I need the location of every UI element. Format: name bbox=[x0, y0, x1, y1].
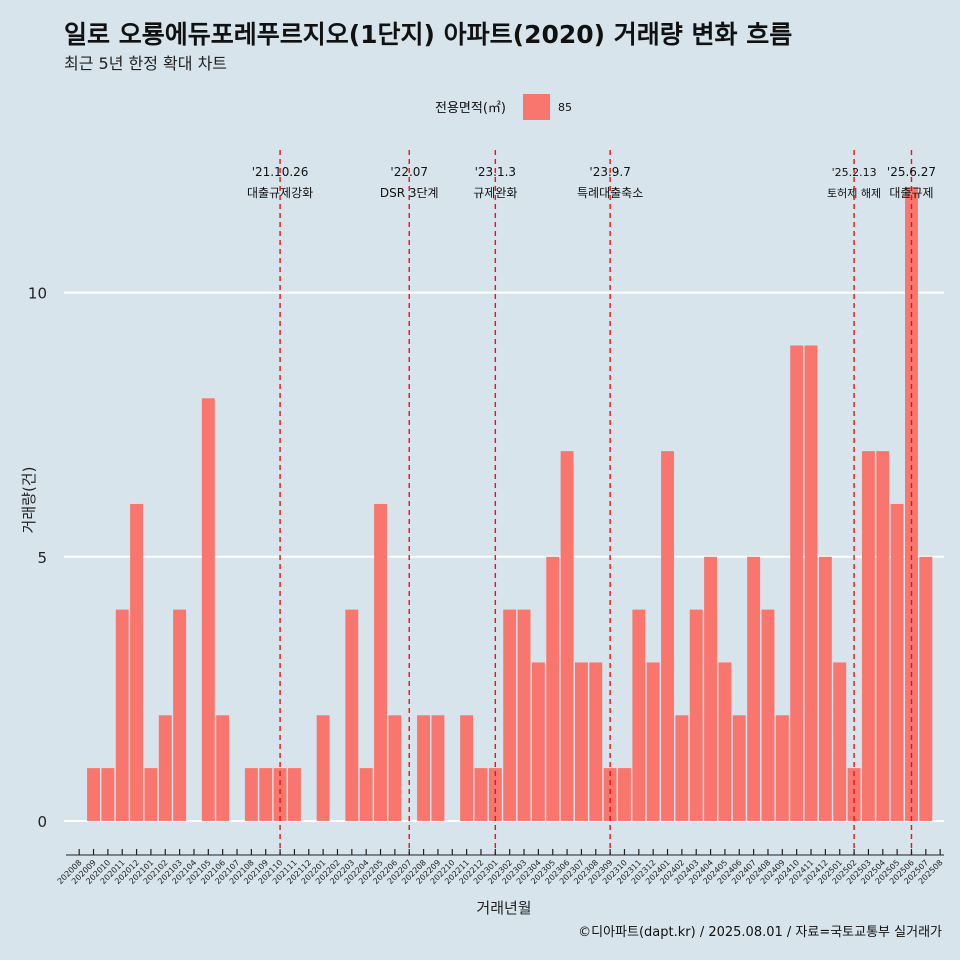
chart-subtitle: 최근 5년 한정 확대 차트 bbox=[64, 54, 227, 73]
bar-202105 bbox=[201, 398, 215, 821]
bar-202010 bbox=[101, 768, 115, 821]
bar-202206 bbox=[388, 715, 402, 821]
bar-202310 bbox=[618, 768, 631, 821]
bar-202201 bbox=[316, 715, 330, 821]
event-date-label: '23.1.3 bbox=[475, 165, 516, 179]
bar-202103 bbox=[173, 609, 187, 821]
bar-202205 bbox=[374, 503, 387, 821]
bar-202505 bbox=[890, 503, 904, 821]
bar-202102 bbox=[158, 715, 172, 821]
bar-202304 bbox=[531, 662, 545, 821]
event-desc-label: DSR 3단계 bbox=[380, 186, 439, 200]
event-date-label: '22.07 bbox=[390, 165, 428, 179]
event-desc-label: 대출규제강화 bbox=[247, 186, 313, 200]
bar-202409 bbox=[775, 715, 789, 821]
bar-202405 bbox=[718, 662, 732, 821]
bar-202212 bbox=[474, 768, 488, 821]
bar-202301 bbox=[488, 768, 502, 821]
bar-202106 bbox=[216, 715, 230, 821]
bar-202402 bbox=[675, 715, 689, 821]
event-date-label: '21.10.26 bbox=[252, 165, 309, 179]
y-tick-label: 0 bbox=[37, 813, 47, 831]
event-desc-label: 대출규제 bbox=[889, 186, 933, 200]
bar-202410 bbox=[790, 345, 804, 821]
bar-202503 bbox=[861, 451, 875, 821]
event-date-label: '25.2.13 bbox=[832, 166, 877, 179]
bar-202309 bbox=[603, 768, 617, 821]
bar-202012 bbox=[130, 503, 144, 821]
bar-202411 bbox=[804, 345, 818, 821]
y-axis-label: 거래량(건) bbox=[20, 467, 38, 534]
y-tick-label: 10 bbox=[28, 285, 47, 303]
bar-202406 bbox=[732, 715, 746, 821]
bar-202203 bbox=[345, 609, 359, 821]
event-desc-label: 특례대출축소 bbox=[577, 186, 643, 200]
event-markers: '21.10.26 대출규제강화 '22.07 DSR 3단계 '23.1.3 규제완화 '… bbox=[247, 150, 936, 855]
bar-202009 bbox=[87, 768, 100, 821]
bar-202404 bbox=[704, 556, 718, 821]
x-axis: 2020082020092020102020112020122021012021… bbox=[56, 849, 945, 886]
bar-202109 bbox=[259, 768, 273, 821]
bar-202401 bbox=[661, 451, 674, 821]
bar-202209 bbox=[431, 715, 445, 821]
bar-202110 bbox=[273, 768, 287, 821]
bar-202308 bbox=[589, 662, 603, 821]
bar-202501 bbox=[833, 662, 847, 821]
event-date-label: '25.6.27 bbox=[887, 165, 936, 179]
event-date-label: '23.9.7 bbox=[589, 165, 630, 179]
event-desc-label: 토허제 해제 bbox=[827, 186, 881, 200]
bar-202101 bbox=[144, 768, 158, 821]
bar-202108 bbox=[244, 768, 258, 821]
bar-202011 bbox=[115, 609, 129, 821]
y-axis: 0 5 10 bbox=[28, 285, 47, 831]
chart-title: 일로 오룡에듀포레푸르지오(1단지) 아파트(2020) 거래량 변화 흐름 bbox=[64, 20, 792, 49]
bar-202507 bbox=[919, 556, 933, 821]
event-desc-label: 규제완화 bbox=[473, 186, 517, 200]
y-tick-label: 5 bbox=[37, 549, 47, 567]
bar-202504 bbox=[876, 451, 890, 821]
bar-202204 bbox=[359, 768, 373, 821]
bar-202311 bbox=[632, 609, 646, 821]
legend-swatch-85 bbox=[523, 94, 550, 120]
bar-202306 bbox=[560, 451, 574, 821]
x-axis-label: 거래년월 bbox=[476, 899, 531, 917]
bar-202305 bbox=[546, 556, 560, 821]
legend: 전용면적(㎡) 85 bbox=[435, 94, 572, 120]
bar-202303 bbox=[517, 609, 531, 821]
bar-202111 bbox=[287, 768, 301, 821]
legend-entry-85: 85 bbox=[558, 101, 572, 114]
bar-202208 bbox=[417, 715, 431, 821]
bar-202407 bbox=[747, 556, 761, 821]
bar-202307 bbox=[574, 662, 588, 821]
bar-202502 bbox=[847, 768, 861, 821]
bars bbox=[87, 186, 933, 821]
bar-202312 bbox=[646, 662, 660, 821]
caption: ©디아파트(dapt.kr) / 2025.08.01 / 자료=국토교통부 실… bbox=[578, 925, 942, 940]
bar-202211 bbox=[460, 715, 474, 821]
bar-202302 bbox=[503, 609, 517, 821]
legend-title: 전용면적(㎡) bbox=[435, 101, 506, 116]
bar-202403 bbox=[689, 609, 703, 821]
bar-202408 bbox=[761, 609, 775, 821]
bar-202412 bbox=[818, 556, 832, 821]
